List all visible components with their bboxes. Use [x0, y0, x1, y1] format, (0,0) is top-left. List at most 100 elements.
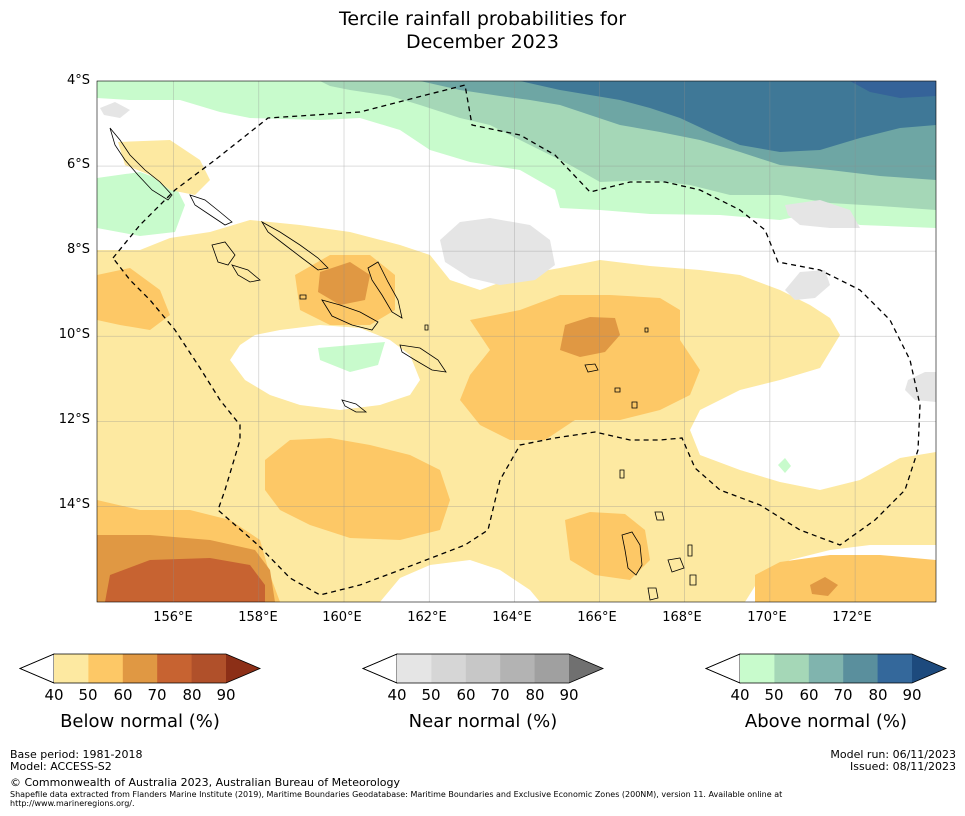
- lon-label-170e: 170°E: [747, 610, 787, 625]
- guadalcanal-coast: [321, 299, 379, 331]
- near-normal-label: Near normal (%): [408, 711, 558, 732]
- map-area: [97, 81, 936, 602]
- near-colorbar-segment: [397, 654, 432, 683]
- title-line-1: Tercile rainfall probabilities for: [338, 8, 627, 30]
- near-tick-40: 40: [387, 686, 407, 704]
- lon-label-164e: 164°E: [492, 610, 532, 625]
- lon-label-158e: 158°E: [238, 610, 278, 625]
- near-tick-70: 70: [490, 686, 510, 704]
- near-colorbar-segment: [431, 654, 467, 683]
- map-frame: [96, 80, 937, 603]
- lon-label-162e: 162°E: [407, 610, 447, 625]
- below-normal-label: Below normal (%): [60, 711, 220, 732]
- lat-label-10s: 10°S: [58, 327, 90, 342]
- bougainville-coast: [109, 127, 173, 201]
- below-60-southeast: [755, 555, 936, 602]
- below-70-east: [560, 317, 620, 357]
- above-colorbar-outline: [704, 653, 948, 684]
- vanuatu-south-coast: [647, 574, 697, 601]
- near-colorbar-outline: [361, 653, 605, 684]
- issued-text: Issued: 08/11/2023: [849, 760, 956, 773]
- below-tick-40: 40: [44, 686, 64, 704]
- near-tick-50: 50: [421, 686, 441, 704]
- coastlines: [109, 127, 697, 601]
- lon-label-166e: 166°E: [577, 610, 617, 625]
- below-tick-80: 80: [182, 686, 202, 704]
- below-tick-70: 70: [147, 686, 167, 704]
- shapefile-credit-line-2: http://www.marineregions.org/.: [10, 799, 135, 808]
- near-40-patch-5: [100, 102, 130, 118]
- near-40-patch-2: [785, 200, 860, 228]
- below-colorbar-segment: [191, 654, 227, 683]
- vanuatu-mid-coast: [654, 511, 693, 573]
- shapefile-credit: Shapefile data extracted from Flanders M…: [10, 790, 910, 808]
- above-tick-40: 40: [730, 686, 750, 704]
- lon-label-172e: 172°E: [832, 610, 872, 625]
- below-tick-50: 50: [78, 686, 98, 704]
- shapefile-credit-line-1: Shapefile data extracted from Flanders M…: [10, 790, 783, 799]
- eez-boundary: [112, 84, 921, 596]
- model-run-text: Model run: 06/11/2023: [830, 748, 956, 761]
- near-tick-80: 80: [525, 686, 545, 704]
- copyright-text: © Commonwealth of Australia 2023, Austra…: [10, 776, 400, 789]
- below-70-small: [810, 577, 838, 596]
- below-60-south-center: [265, 438, 450, 540]
- near-40-patch-1: [440, 218, 555, 285]
- lon-label-160e: 160°E: [322, 610, 362, 625]
- near-colorbar-low-arrow: [361, 653, 398, 684]
- below-colorbar: [18, 653, 262, 684]
- above-colorbar-segment: [808, 654, 844, 683]
- near-colorbar: [361, 653, 605, 684]
- above-colorbar-segment: [774, 654, 810, 683]
- above-colorbar-segment: [877, 654, 913, 683]
- near-colorbar-segment: [534, 654, 570, 683]
- above-tick-60: 60: [799, 686, 819, 704]
- below-colorbar-segment: [54, 654, 89, 683]
- below-60-center: [460, 295, 700, 440]
- makira-coast: [399, 344, 447, 373]
- malaita-coast: [367, 261, 403, 319]
- lat-label-8s: 8°S: [66, 242, 90, 257]
- below-50-northwest-patch: [118, 140, 210, 195]
- below-colorbar-segment: [122, 654, 158, 683]
- above-colorbar: [704, 653, 948, 684]
- above-colorbar-segment: [740, 654, 775, 683]
- santa-isabel-coast: [260, 220, 329, 271]
- title-line-2: December 2023: [406, 31, 559, 53]
- below-80-southwest: [105, 558, 265, 602]
- colorbars: [18, 653, 948, 684]
- above-colorbar-segment: [843, 654, 879, 683]
- below-colorbar-low-arrow: [18, 653, 55, 684]
- vanuatu-north-coast: [621, 531, 643, 576]
- santa-cruz-coast: [584, 363, 638, 409]
- chart-title: Tercile rainfall probabilities for Decem…: [0, 8, 965, 54]
- near-tick-90: 90: [559, 686, 579, 704]
- lon-label-168e: 168°E: [662, 610, 702, 625]
- below-tick-60: 60: [113, 686, 133, 704]
- near-40-patch-3: [785, 270, 830, 300]
- small-islands: [299, 294, 649, 479]
- rennell-coast: [341, 399, 368, 413]
- choiseul-coast: [189, 194, 233, 226]
- below-60-south: [565, 512, 650, 580]
- below-colorbar-high-arrow: [226, 654, 260, 683]
- above-tick-80: 80: [868, 686, 888, 704]
- above-normal-label: Above normal (%): [744, 711, 908, 732]
- above-colorbar-high-arrow: [912, 654, 946, 683]
- above-70-band: [520, 81, 936, 152]
- near-tick-60: 60: [456, 686, 476, 704]
- lat-label-4s: 4°S: [66, 73, 90, 88]
- above-40-small-patch: [778, 458, 791, 473]
- near-colorbar-segment: [500, 654, 536, 683]
- below-colorbar-segment: [88, 654, 124, 683]
- below-60-west: [97, 268, 170, 330]
- below-colorbar-outline: [18, 653, 262, 684]
- base-period-text: Base period: 1981-2018: [10, 748, 143, 761]
- below-colorbar-segment: [157, 654, 193, 683]
- above-40-west-patch: [97, 172, 185, 236]
- above-tick-50: 50: [764, 686, 784, 704]
- above-80-patch: [850, 81, 936, 98]
- above-tick-70: 70: [833, 686, 853, 704]
- near-colorbar-high-arrow: [569, 654, 603, 683]
